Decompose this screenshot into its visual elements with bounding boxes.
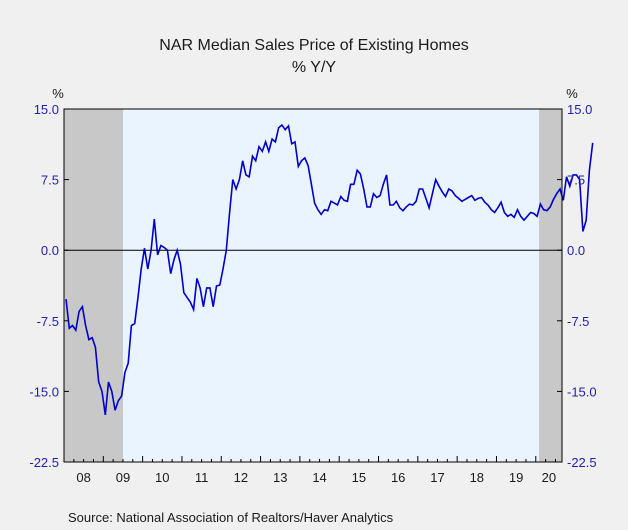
series-line	[65, 123, 594, 416]
chart-title: NAR Median Sales Price of Existing Homes	[159, 37, 468, 54]
y-tick-label-left: -15.0	[29, 384, 59, 399]
x-tick-label: 20	[542, 470, 556, 485]
x-tick-label: 11	[195, 470, 209, 485]
plot-background	[64, 109, 562, 462]
x-tick-label: 09	[116, 470, 130, 485]
x-tick-label: 13	[273, 470, 287, 485]
source-note: Source: National Association of Realtors…	[68, 510, 394, 525]
y-tick-label-left: 15.0	[34, 102, 59, 117]
y-tick-label-right: 0.0	[567, 243, 585, 258]
right-unit-label: %	[566, 86, 578, 101]
right-y-axis: 15.0 7.5 0.0 -7.5 -15.0 -22.5	[557, 102, 597, 470]
recession-band	[539, 109, 562, 462]
x-tick-label: 18	[470, 470, 484, 485]
left-unit-label: %	[52, 86, 64, 101]
y-tick-label-left: -22.5	[29, 455, 59, 470]
y-tick-label-right: 7.5	[567, 173, 585, 188]
x-tick-label: 17	[430, 470, 444, 485]
y-tick-label-right: -22.5	[567, 455, 597, 470]
x-tick-label: 19	[509, 470, 523, 485]
y-tick-label-left: -7.5	[37, 314, 59, 329]
x-axis: 08 09 10 11 12 13 14 15 16 17 18 19 20	[73, 456, 556, 485]
y-tick-label-right: 15.0	[567, 102, 592, 117]
plot-frame	[63, 108, 563, 463]
y-tick-label-right: -15.0	[567, 384, 597, 399]
x-tick-label: 16	[391, 470, 405, 485]
chart-subtitle: % Y/Y	[292, 59, 337, 76]
x-tick-label: 12	[234, 470, 248, 485]
y-tick-label-left: 7.5	[41, 173, 59, 188]
y-tick-label-left: 0.0	[41, 243, 59, 258]
x-tick-label: 10	[155, 470, 169, 485]
x-tick-label: 15	[352, 470, 366, 485]
x-tick-label: 08	[76, 470, 90, 485]
left-y-axis: 15.0 7.5 0.0 -7.5 -15.0 -22.5	[29, 102, 69, 470]
y-tick-label-right: -7.5	[567, 314, 589, 329]
x-tick-label: 14	[312, 470, 326, 485]
